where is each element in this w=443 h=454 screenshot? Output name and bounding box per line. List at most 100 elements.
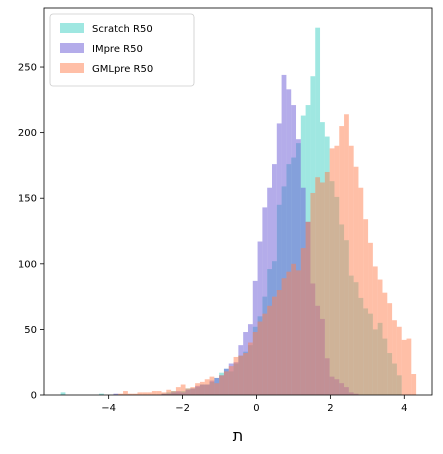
histogram-bar xyxy=(118,393,124,395)
histogram-bar xyxy=(363,219,369,395)
histogram-bar xyxy=(272,164,277,395)
histogram-bar xyxy=(406,338,412,395)
legend-swatch xyxy=(60,63,84,73)
histogram-bar xyxy=(358,187,364,395)
histogram-bar xyxy=(392,320,397,395)
histogram-bar xyxy=(99,393,104,395)
histogram-bar xyxy=(310,192,316,395)
legend-swatch xyxy=(60,23,84,33)
y-tick-label: 250 xyxy=(18,63,37,74)
histogram-bar xyxy=(348,145,354,395)
histogram-bar xyxy=(156,391,162,395)
histogram-bars xyxy=(60,27,417,396)
histogram-bar xyxy=(344,114,349,395)
ticks: −4 −2 0 2 4 0 50 100 150 200 250 xyxy=(18,63,408,414)
histogram-bar xyxy=(190,387,196,395)
histogram-bar xyxy=(286,89,292,395)
histogram-bar xyxy=(228,366,234,395)
histogram-bar xyxy=(209,376,215,395)
histogram-bar xyxy=(339,126,345,395)
histogram-bar xyxy=(272,296,277,395)
histogram-bar xyxy=(113,393,119,395)
histogram-bar xyxy=(396,326,402,395)
legend-box xyxy=(49,13,195,87)
histogram-bar xyxy=(137,392,143,395)
histogram-bar xyxy=(238,355,244,395)
histogram-bar xyxy=(267,305,272,395)
histogram-bar xyxy=(329,148,335,395)
legend-label: GMLpre R50 xyxy=(92,64,153,75)
histogram-bar xyxy=(276,290,282,395)
legend-label: Scratch R50 xyxy=(92,24,153,35)
histogram-bar xyxy=(291,105,297,395)
legend-label: IMpre R50 xyxy=(92,44,143,55)
histogram-bar xyxy=(257,321,263,395)
histogram-bar xyxy=(315,177,321,395)
histogram-bar xyxy=(243,353,248,395)
legend: Scratch R50 IMpre R50 GMLpre R50 xyxy=(49,13,195,87)
histogram-bar xyxy=(219,375,224,395)
y-tick-label: 50 xyxy=(24,325,37,336)
histogram-bar xyxy=(132,393,138,395)
histogram-bar xyxy=(175,387,181,395)
histogram-bar xyxy=(324,171,330,395)
x-tick-label: −4 xyxy=(101,403,116,414)
histogram-bar xyxy=(252,332,258,395)
histogram-bar xyxy=(161,392,167,395)
histogram-bar xyxy=(262,207,268,395)
histogram-bar xyxy=(382,292,388,395)
histogram-bar xyxy=(281,74,287,395)
x-axis-label: ת xyxy=(233,426,244,445)
histogram-bar xyxy=(281,278,287,395)
histogram-bar xyxy=(262,313,268,395)
histogram-bar xyxy=(214,383,220,395)
histogram-bar xyxy=(180,384,186,395)
histogram-bar xyxy=(296,270,301,395)
histogram-bar xyxy=(276,123,282,395)
histogram-bar xyxy=(123,391,128,395)
x-tick-label: 0 xyxy=(253,403,259,414)
axes xyxy=(43,7,433,396)
histogram-bar xyxy=(204,379,210,395)
histogram-bar xyxy=(291,263,297,395)
y-tick-label: 150 xyxy=(18,194,37,205)
histogram-bar xyxy=(267,187,272,395)
x-tick-label: 2 xyxy=(327,403,333,414)
histogram-bar xyxy=(233,356,239,395)
histogram-bar xyxy=(171,391,176,395)
plot-frame xyxy=(43,7,433,396)
histogram-bar xyxy=(142,392,148,395)
histogram-bar xyxy=(151,391,157,395)
series-2-bars xyxy=(118,114,417,395)
histogram-bar xyxy=(300,248,306,395)
histogram-bar xyxy=(199,381,205,395)
y-tick-label: 100 xyxy=(18,259,37,270)
histogram-bar xyxy=(368,242,373,395)
histogram-bar xyxy=(353,166,359,395)
histogram-bar xyxy=(377,279,383,395)
histogram-bar xyxy=(296,139,301,395)
histogram-bar xyxy=(334,145,340,395)
x-tick-label: −2 xyxy=(175,403,190,414)
histogram-bar xyxy=(195,383,200,395)
legend-swatch xyxy=(60,43,84,53)
histogram-bar xyxy=(166,389,172,395)
histogram-bar xyxy=(387,303,393,395)
histogram-bar xyxy=(257,241,263,395)
histogram-bar xyxy=(401,339,407,395)
histogram-bar xyxy=(147,392,152,395)
y-tick-label: 0 xyxy=(31,391,37,402)
histogram-bar xyxy=(223,371,229,395)
histogram-bar xyxy=(320,182,325,395)
y-tick-label: 200 xyxy=(18,128,37,139)
histogram-bar xyxy=(372,266,378,395)
x-tick-label: 4 xyxy=(401,403,407,414)
histogram-bar xyxy=(286,271,292,395)
histogram-bar xyxy=(60,392,66,395)
histogram-bar xyxy=(247,342,253,395)
histogram-bar xyxy=(185,388,191,395)
histogram-bar xyxy=(305,221,311,395)
histogram-bar xyxy=(411,374,417,395)
histogram-bar xyxy=(127,393,133,395)
